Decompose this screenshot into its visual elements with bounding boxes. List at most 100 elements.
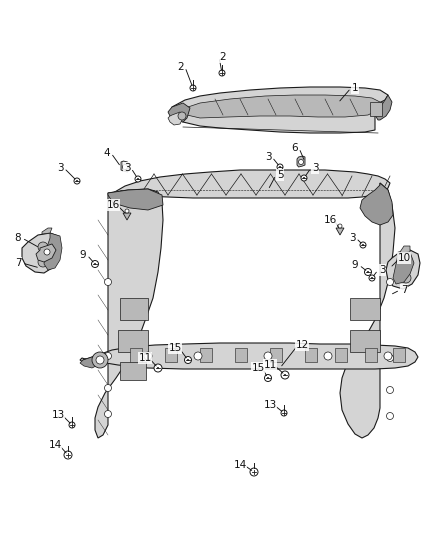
Text: 3: 3 <box>379 265 385 275</box>
Circle shape <box>64 451 72 459</box>
Text: 11: 11 <box>138 353 152 363</box>
Circle shape <box>250 468 258 476</box>
Circle shape <box>190 85 196 91</box>
Text: 14: 14 <box>233 460 247 470</box>
Circle shape <box>105 279 112 286</box>
Circle shape <box>74 178 80 184</box>
Text: 3: 3 <box>57 163 64 173</box>
Circle shape <box>401 258 411 268</box>
Circle shape <box>386 386 393 393</box>
Circle shape <box>401 273 411 283</box>
Text: 16: 16 <box>323 215 337 225</box>
Circle shape <box>279 166 281 168</box>
Polygon shape <box>336 228 344 235</box>
Circle shape <box>105 410 112 417</box>
Text: 9: 9 <box>80 250 86 260</box>
Polygon shape <box>80 356 100 368</box>
Text: 10: 10 <box>397 253 410 263</box>
Circle shape <box>137 178 139 180</box>
Circle shape <box>386 279 393 286</box>
Polygon shape <box>375 95 392 120</box>
Polygon shape <box>44 233 62 270</box>
Circle shape <box>284 374 286 376</box>
Circle shape <box>92 352 108 368</box>
Circle shape <box>76 180 78 182</box>
Circle shape <box>384 352 392 360</box>
Circle shape <box>267 377 269 379</box>
Bar <box>200 348 212 362</box>
Circle shape <box>92 261 99 268</box>
Circle shape <box>281 410 287 416</box>
Polygon shape <box>172 87 388 133</box>
Circle shape <box>362 244 364 246</box>
Text: 3: 3 <box>124 163 131 173</box>
Polygon shape <box>121 161 129 172</box>
Text: 1: 1 <box>352 83 358 93</box>
Circle shape <box>219 70 225 76</box>
Circle shape <box>301 175 307 181</box>
Polygon shape <box>80 343 418 369</box>
Circle shape <box>105 384 112 392</box>
Text: 13: 13 <box>51 410 65 420</box>
Circle shape <box>123 165 127 169</box>
Polygon shape <box>360 183 393 225</box>
Bar <box>120 362 146 380</box>
Text: 16: 16 <box>106 200 120 210</box>
Circle shape <box>178 112 186 120</box>
Text: 13: 13 <box>263 400 277 410</box>
Text: 11: 11 <box>263 360 277 370</box>
Circle shape <box>184 357 191 364</box>
Text: 2: 2 <box>220 52 226 62</box>
Circle shape <box>105 352 112 359</box>
Text: 8: 8 <box>15 233 21 243</box>
Circle shape <box>386 354 393 361</box>
Circle shape <box>324 352 332 360</box>
Text: 4: 4 <box>104 148 110 158</box>
Circle shape <box>360 242 366 248</box>
Circle shape <box>154 364 162 372</box>
Circle shape <box>69 422 75 428</box>
Text: 15: 15 <box>251 363 265 373</box>
Polygon shape <box>297 156 305 167</box>
Circle shape <box>369 275 375 281</box>
Bar <box>393 348 405 362</box>
Circle shape <box>367 271 369 273</box>
Bar <box>270 348 282 362</box>
Bar <box>120 298 148 320</box>
Polygon shape <box>95 189 163 438</box>
Polygon shape <box>42 228 52 234</box>
Bar <box>305 348 317 362</box>
Circle shape <box>281 371 289 379</box>
Circle shape <box>94 263 96 265</box>
Polygon shape <box>340 183 395 438</box>
Bar <box>370 102 382 116</box>
Polygon shape <box>168 112 183 125</box>
Circle shape <box>303 177 305 179</box>
Bar <box>130 348 142 362</box>
Polygon shape <box>22 233 60 273</box>
Circle shape <box>264 352 272 360</box>
Text: 7: 7 <box>401 285 407 295</box>
Polygon shape <box>386 250 420 289</box>
Circle shape <box>44 249 50 255</box>
Bar <box>335 348 347 362</box>
Text: 5: 5 <box>277 170 283 180</box>
Polygon shape <box>400 246 410 253</box>
Circle shape <box>265 375 272 382</box>
Bar <box>350 330 380 352</box>
Circle shape <box>386 413 393 419</box>
Text: 3: 3 <box>349 233 355 243</box>
Circle shape <box>135 176 141 182</box>
Polygon shape <box>393 252 414 284</box>
Circle shape <box>277 164 283 170</box>
Text: 3: 3 <box>265 152 271 162</box>
Polygon shape <box>113 170 390 198</box>
Circle shape <box>194 352 202 360</box>
Polygon shape <box>168 103 190 122</box>
Text: 14: 14 <box>48 440 62 450</box>
Circle shape <box>96 356 104 364</box>
Text: 7: 7 <box>15 258 21 268</box>
Bar <box>365 348 377 362</box>
Circle shape <box>338 224 342 228</box>
Circle shape <box>38 242 48 252</box>
